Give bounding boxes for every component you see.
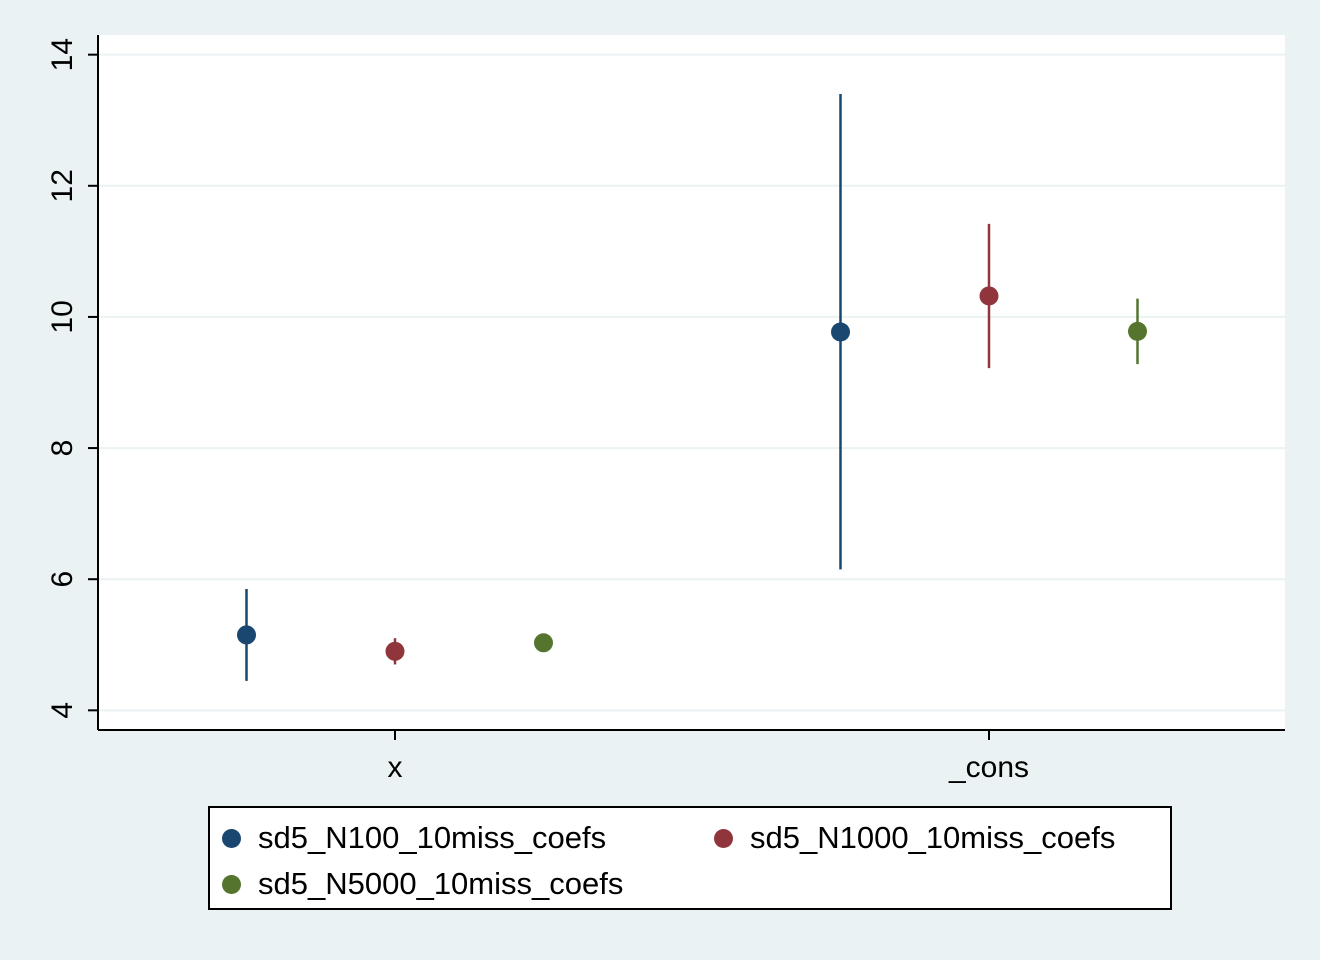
data-point	[979, 286, 999, 306]
legend: sd5_N100_10miss_coefs sd5_N1000_10miss_c…	[208, 806, 1172, 910]
legend-item-series-1: sd5_N100_10miss_coefs	[222, 818, 606, 858]
legend-label-series-3: sd5_N5000_10miss_coefs	[258, 866, 624, 901]
data-points	[237, 94, 1147, 681]
legend-label-series-1: sd5_N100_10miss_coefs	[258, 820, 607, 855]
data-point	[385, 641, 405, 661]
legend-marker-series-3	[222, 874, 241, 894]
legend-marker-series-2	[714, 828, 733, 848]
x-tick-label: x	[388, 751, 403, 784]
y-tick-label: 10	[46, 300, 79, 333]
y-tick-label: 4	[46, 702, 79, 719]
y-tick-label: 8	[46, 440, 79, 457]
legend-marker-series-1	[222, 828, 241, 848]
data-point	[831, 322, 850, 342]
y-tick-label: 6	[46, 571, 79, 588]
y-tick-label: 12	[46, 169, 79, 202]
y-tick-label: 14	[46, 38, 79, 71]
legend-item-series-3: sd5_N5000_10miss_coefs	[222, 864, 623, 904]
plot-area	[98, 35, 1285, 730]
axes: 4 6 8 10 12 14 x _cons	[46, 35, 1285, 784]
legend-item-series-2: sd5_N1000_10miss_coefs	[714, 818, 1115, 858]
data-point	[237, 625, 256, 645]
data-point	[1128, 321, 1147, 341]
data-point	[534, 633, 553, 653]
x-tick-label: _cons	[948, 751, 1029, 784]
grid-lines	[98, 53, 1285, 712]
legend-label-series-2: sd5_N1000_10miss_coefs	[750, 820, 1116, 855]
